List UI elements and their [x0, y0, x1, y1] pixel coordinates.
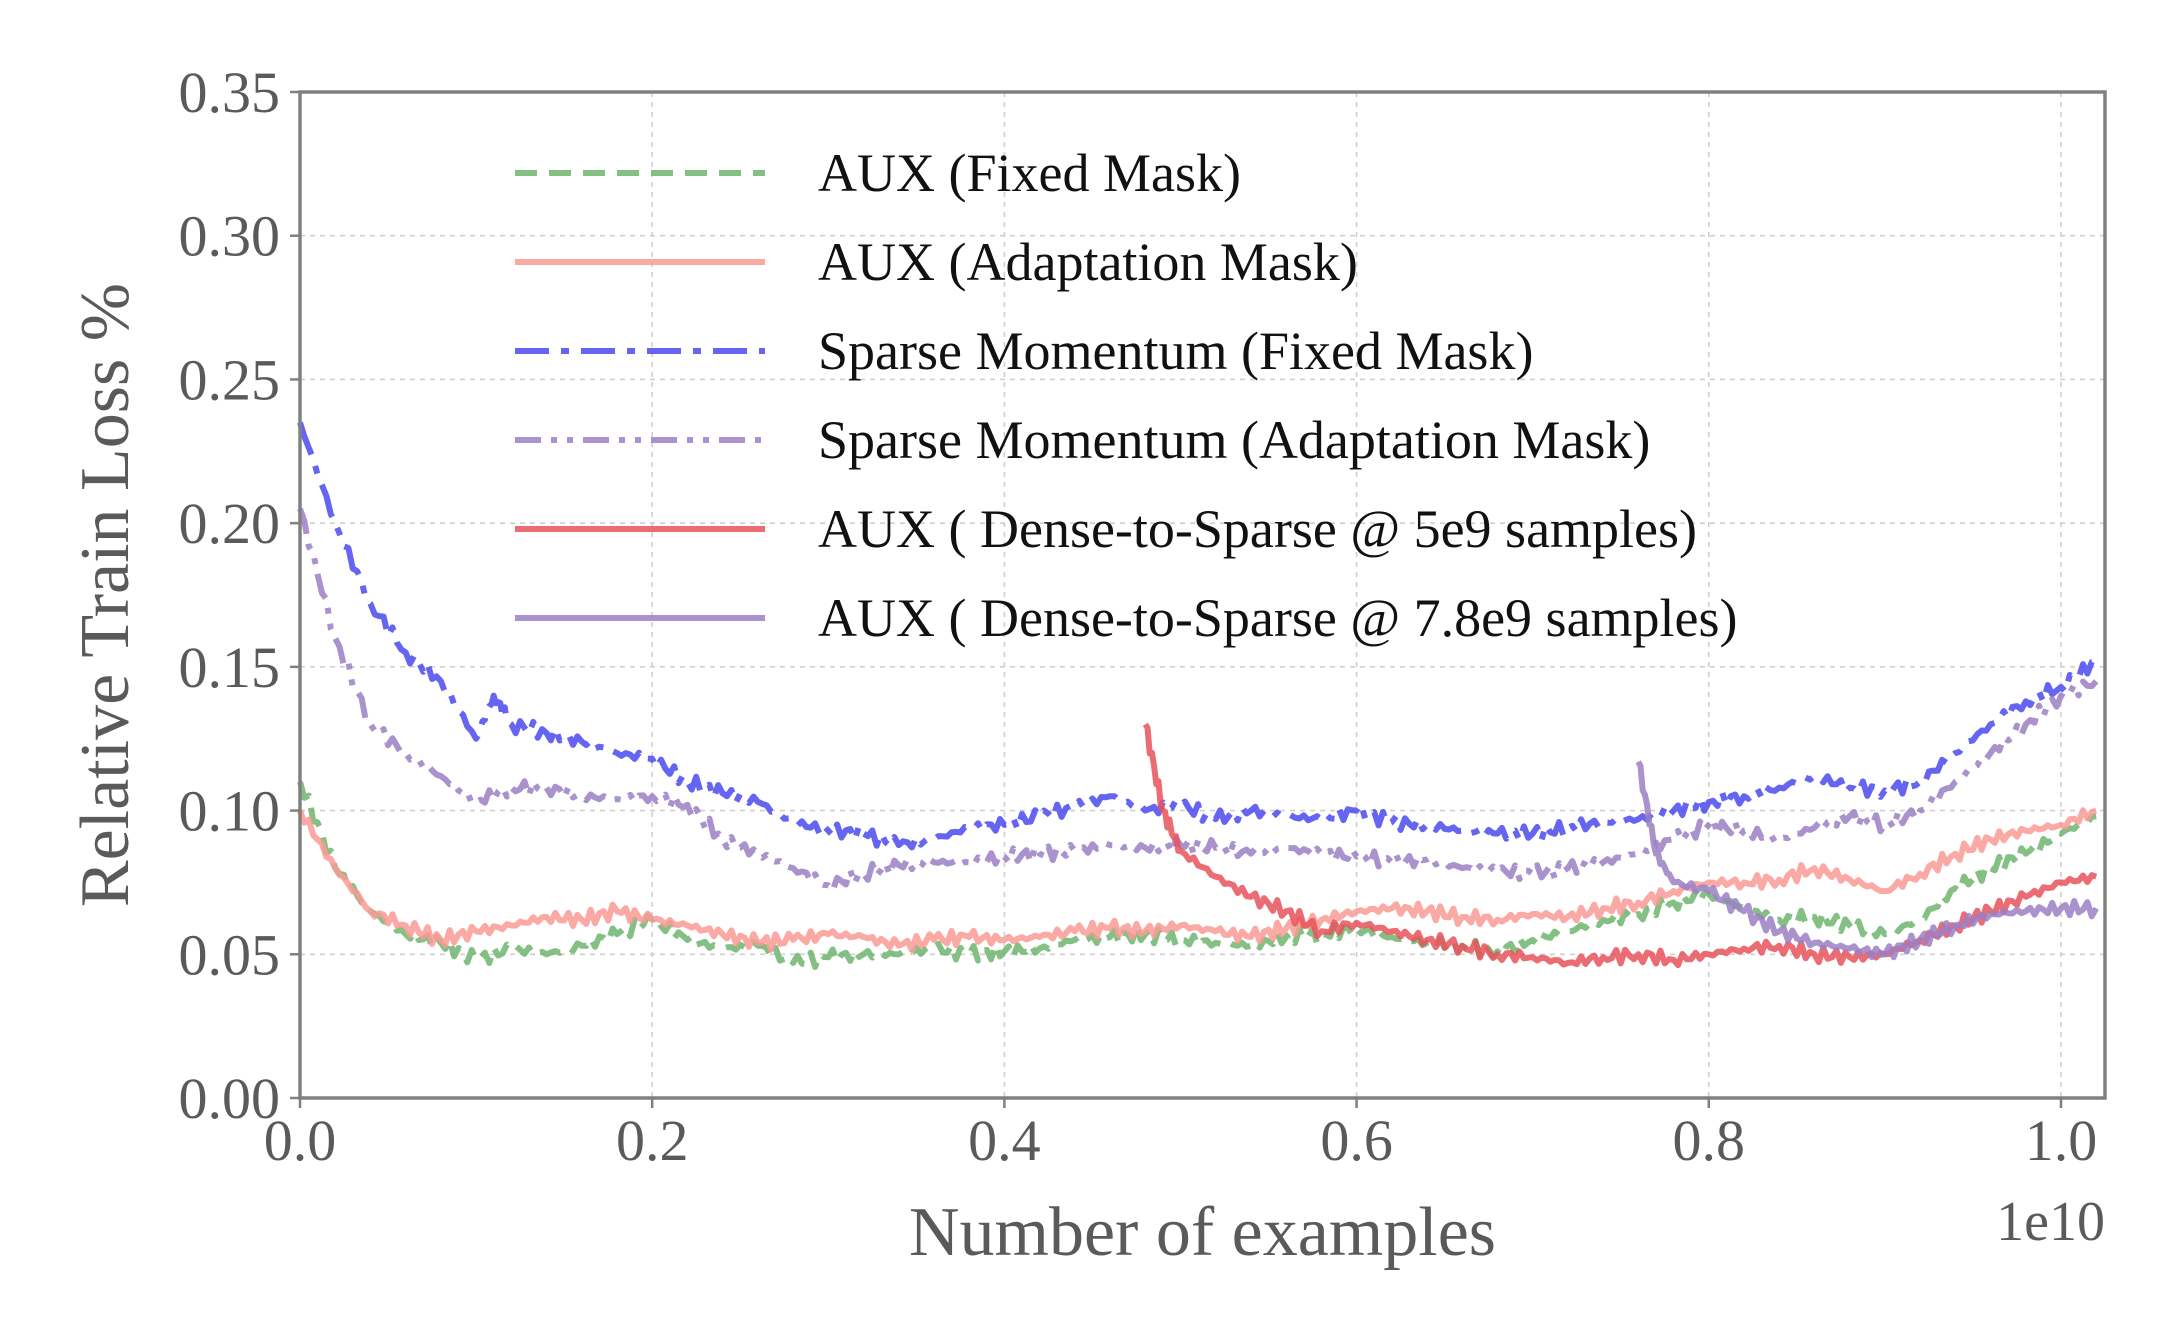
legend: AUX (Fixed Mask) AUX (Adaptation Mask) Spa… — [515, 143, 1738, 648]
legend-label-1: AUX (Fixed Mask) — [818, 143, 1241, 203]
tick-layer: 0.0 0.2 0.4 0.6 0.8 1.0 0.00 0.05 0.10 0.15 0.20 0.… — [179, 60, 2098, 1173]
series-line-3 — [297, 421, 2097, 851]
y-tick-label: 0.35 — [179, 60, 281, 125]
legend-label-3: Sparse Momentum (Fixed Mask) — [818, 321, 1533, 381]
x-axis-label: Number of examples — [909, 1194, 1496, 1271]
x-tick-label: 0.2 — [616, 1108, 689, 1173]
series-line-6 — [1635, 760, 2099, 961]
plot-frame — [298, 90, 2107, 1100]
x-tick-label: 0.4 — [968, 1108, 1041, 1173]
series-line-1 — [297, 781, 2097, 970]
x-axis-offset-label: 1e10 — [1996, 1191, 2105, 1253]
x-tick-label: 0.6 — [1320, 1108, 1393, 1173]
y-tick-label: 0.05 — [179, 922, 281, 987]
y-tick-label: 0.20 — [179, 491, 281, 556]
y-tick-label: 0.30 — [179, 204, 281, 269]
y-tick-label: 0.15 — [179, 635, 281, 700]
series-line-2 — [297, 807, 2098, 954]
series-line-4 — [297, 507, 2099, 894]
legend-label-4: Sparse Momentum (Adaptation Mask) — [818, 410, 1650, 470]
y-axis-label: Relative Train Loss % — [67, 283, 144, 907]
x-tick-label: 0.8 — [1673, 1108, 1746, 1173]
y-tick-label: 0.00 — [179, 1066, 281, 1131]
x-tick-label: 0.0 — [264, 1108, 337, 1173]
y-tick-label: 0.25 — [179, 347, 281, 412]
y-tick-label: 0.10 — [179, 779, 281, 844]
legend-label-5: AUX ( Dense-to-Sparse @ 5e9 samples) — [818, 499, 1697, 559]
series-layer — [297, 421, 2099, 970]
legend-label-2: AUX (Adaptation Mask) — [818, 232, 1358, 292]
legend-label-6: AUX ( Dense-to-Sparse @ 7.8e9 samples) — [818, 588, 1738, 648]
x-tick-label: 1.0 — [2025, 1108, 2098, 1173]
